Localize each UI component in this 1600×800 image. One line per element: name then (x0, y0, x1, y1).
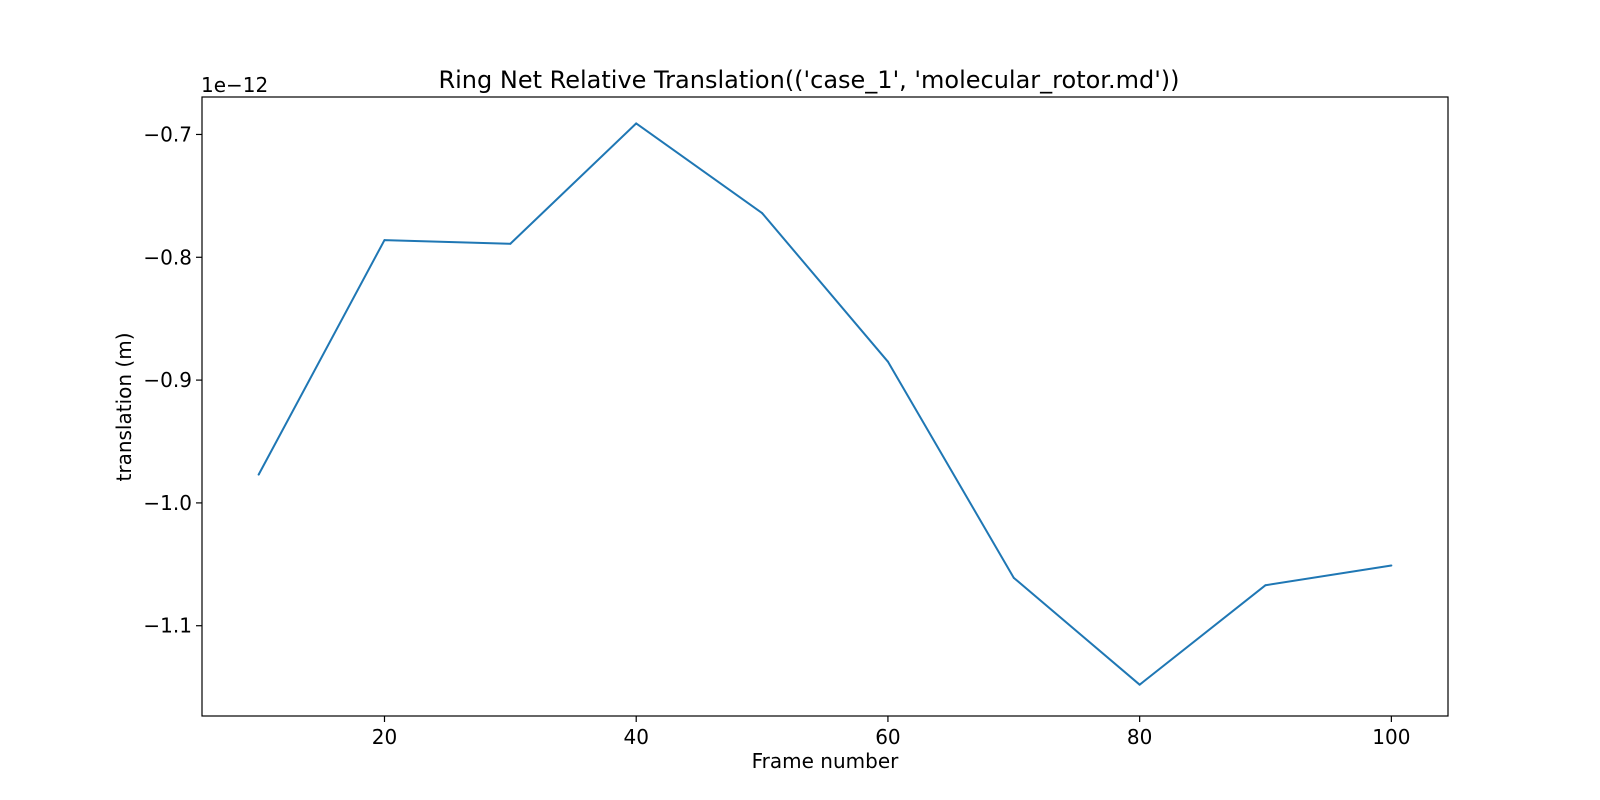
plot-frame (201, 96, 1449, 717)
data-point (1012, 576, 1015, 579)
data-point (1138, 683, 1141, 686)
chart-title: Ring Net Relative Translation(('case_1',… (438, 66, 1179, 94)
x-axis-title: Frame number (752, 749, 900, 773)
data-point (1264, 584, 1267, 587)
data-point (635, 122, 638, 125)
y-axis-title: translation (m) (112, 333, 136, 482)
data-point (761, 212, 764, 215)
x-tick-label: 40 (623, 725, 648, 749)
y-tick-label: −0.9 (143, 368, 192, 392)
x-tick-label: 20 (372, 725, 397, 749)
x-axis-ticks: 20 40 60 80 100 (372, 716, 1410, 749)
data-point (257, 473, 260, 476)
y-tick-label: −0.8 (143, 245, 192, 269)
data-point (509, 242, 512, 245)
series-layer (257, 122, 1393, 686)
x-tick-label: 80 (1127, 725, 1152, 749)
x-tick-label: 60 (875, 725, 900, 749)
y-axis-ticks: −0.7 −0.8 −0.9 −1.0 −1.1 (143, 122, 202, 638)
data-point (1390, 564, 1393, 567)
x-tick-label: 100 (1372, 725, 1410, 749)
data-point (886, 360, 889, 363)
data-point (383, 239, 386, 242)
y-offset-label: 1e−12 (201, 73, 268, 97)
series-line-0 (257, 122, 1392, 686)
y-tick-label: −1.0 (143, 491, 192, 515)
y-tick-label: −0.7 (143, 122, 192, 146)
y-tick-label: −1.1 (143, 614, 192, 638)
